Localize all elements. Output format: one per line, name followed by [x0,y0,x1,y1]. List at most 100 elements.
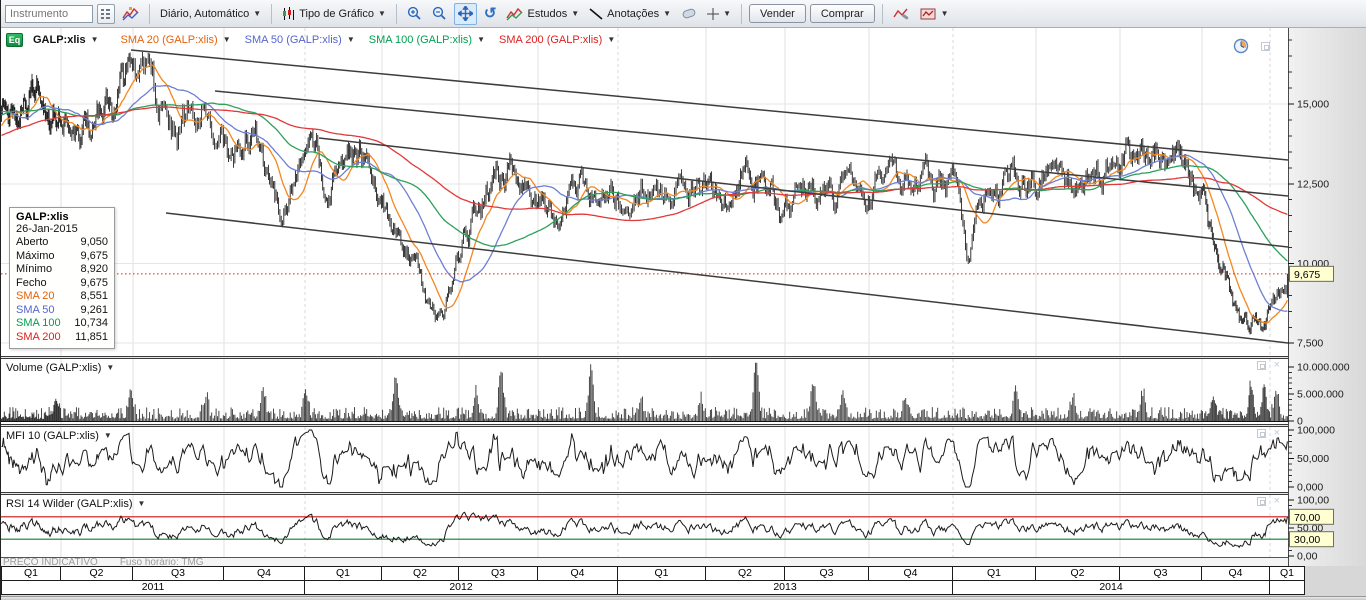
buy-button[interactable]: Comprar [809,4,875,23]
tooltip-row: Mínimo 8,920 [16,263,108,275]
x-axis-quarter-cell: Q2 [705,566,785,581]
tooltip-row: Máximo 9,675 [16,249,108,262]
y-axis-column[interactable]: 15,000 12,500 10,000 7,500 10.000.000 5.000.0… [1288,28,1366,566]
x-axis-quarter-cell: Q4 [223,566,305,581]
clock-icon[interactable] [1233,38,1249,54]
period-label: Diário, Automático [160,7,250,20]
chevron-down-icon: ▼ [607,35,616,44]
studies-chart-icon [506,7,523,20]
legend-item[interactable]: SMA 100 (GALP:xlis) ▼ [369,34,485,46]
chevron-down-icon: ▼ [106,363,115,372]
zoom-in-icon [407,6,421,20]
y-axis-label: 100,000 [1297,425,1335,437]
x-axis-quarter-cell: Q1 [304,566,382,581]
separator [881,3,883,24]
chevron-down-icon: ▼ [90,35,99,44]
close-panel-icon[interactable]: × [1273,359,1280,371]
panel-splitter[interactable] [1,424,1366,427]
volume-study-dropdown[interactable]: Volume (GALP:xlis) ▼ [6,362,114,374]
x-axis-quarter-cell: Q1 [1,566,61,581]
rsi-panel[interactable]: RSI 14 Wilder (GALP:xlis) ▼ × [1,495,1288,557]
restore-panel-icon[interactable] [1261,41,1270,51]
timezone-label: Fuso horário: TMG [119,557,204,568]
instrument-search-input[interactable] [5,4,93,23]
legend-item-label: SMA 20 (GALP:xlis) [120,34,218,46]
y-axis-label: 12,500 [1297,178,1329,190]
panel-splitter[interactable] [1,356,1366,359]
sell-button[interactable]: Vender [748,4,806,23]
price-chart-canvas[interactable] [1,28,1288,356]
rsi-chart-canvas[interactable] [1,495,1288,557]
restore-panel-icon[interactable] [1256,361,1266,370]
panel-splitter[interactable] [1,492,1366,495]
tooltip-date: 26-Jan-2015 [16,223,78,235]
legend-item-label: SMA 200 (GALP:xlis) [499,34,603,46]
crosshair-dropdown[interactable]: ▼ [704,3,734,25]
close-panel-icon[interactable]: × [1273,427,1280,439]
price-panel[interactable]: Eq GALP:xlis ▼ SMA 20 (GALP:xlis) ▼ SMA 50… [1,28,1288,356]
chart-type-label: Tipo de Gráfico [299,7,374,20]
chevron-down-icon: ▼ [103,431,112,440]
volume-label: Volume (GALP:xlis) [6,362,102,374]
legend-item[interactable]: SMA 20 (GALP:xlis) ▼ [121,34,231,46]
svg-text:30,00: 30,00 [1294,534,1320,546]
symbol-dropdown[interactable]: GALP:xlis ▼ [31,34,99,46]
legend-item[interactable]: SMA 200 (GALP:xlis) ▼ [499,34,615,46]
indicative-price-notice: PREÇO INDICATIVO [3,557,98,568]
chevron-down-icon: ▼ [723,8,731,18]
zoom-in-button[interactable] [404,3,425,25]
restore-panel-icon[interactable] [1256,429,1266,438]
y-axis-label: 100,00 [1297,495,1329,507]
footer-strip: PREÇO INDICATIVO Fuso horário: TMG [1,557,1288,568]
x-axis-year-cell: 2012 [304,580,618,595]
x-axis-quarter-cell: Q2 [381,566,459,581]
mfi-study-dropdown[interactable]: MFI 10 (GALP:xlis) ▼ [6,430,112,442]
chart-settings-button[interactable] [890,3,913,25]
chevron-down-icon: ▼ [137,499,146,508]
zoom-out-icon [432,6,446,20]
separator [271,3,273,24]
grid-icon [101,8,110,19]
rsi-study-dropdown[interactable]: RSI 14 Wilder (GALP:xlis) ▼ [6,498,145,510]
x-axis-quarter-cell: Q3 [132,566,224,581]
chevron-down-icon: ▼ [571,8,580,18]
instrument-list-button[interactable] [97,3,115,24]
x-axis-quarter-cell: Q1 [1269,566,1305,581]
price-tag: 9,675 [1289,265,1334,282]
x-axis-quarter-cell: Q4 [868,566,953,581]
separator [149,3,150,24]
equity-badge: Eq [6,33,23,47]
volume-chart-canvas[interactable] [1,359,1288,424]
eraser-button[interactable] [678,3,700,25]
y-axis-label: 0 [1297,416,1303,428]
x-axis[interactable]: Q1 Q2 Q3 Q4 Q1 Q2 Q3 Q4 Q1 Q2 Q3 Q4 Q1 Q2 Q3 Q4 Q1 2011 20… [1,566,1366,596]
chevron-down-icon: ▼ [222,35,231,44]
close-panel-icon[interactable]: × [1273,495,1280,507]
zoom-out-button[interactable] [429,3,450,25]
x-axis-year-cell [1269,580,1305,595]
toolbar: Diário, Automático ▼ Tipo de Gráfico ▼ [1,0,1366,28]
mfi-panel[interactable]: MFI 10 (GALP:xlis) ▼ × [1,427,1288,492]
undo-button[interactable]: ↺ [481,3,500,25]
multi-line-chart-icon [122,6,139,20]
legend-item[interactable]: SMA 50 (GALP:xlis) ▼ [245,34,355,46]
candlestick-icon [283,6,295,20]
annotations-dropdown[interactable]: Anotações ▼ [586,3,674,25]
pan-tool-button[interactable] [453,2,477,25]
compare-charts-button[interactable] [119,3,142,25]
period-dropdown[interactable]: Diário, Automático ▼ [157,3,264,25]
mfi-chart-canvas[interactable] [1,427,1288,492]
trendline-icon [589,7,603,20]
x-axis-year-cell: 2014 [952,580,1270,595]
tooltip-row: SMA 200 11,851 [16,330,108,343]
chart-layout-dropdown[interactable]: ▼ [917,3,952,25]
chevron-down-icon: ▼ [377,8,386,18]
svg-text:9,675: 9,675 [1294,269,1320,281]
chart-type-dropdown[interactable]: Tipo de Gráfico ▼ [279,3,389,25]
volume-panel[interactable]: Volume (GALP:xlis) ▼ × [1,359,1288,424]
studies-dropdown[interactable]: Estudos ▼ [503,3,582,25]
x-axis-quarter-cell: Q3 [784,566,869,581]
legend-item-label: SMA 50 (GALP:xlis) [244,34,342,46]
restore-panel-icon[interactable] [1256,497,1266,506]
